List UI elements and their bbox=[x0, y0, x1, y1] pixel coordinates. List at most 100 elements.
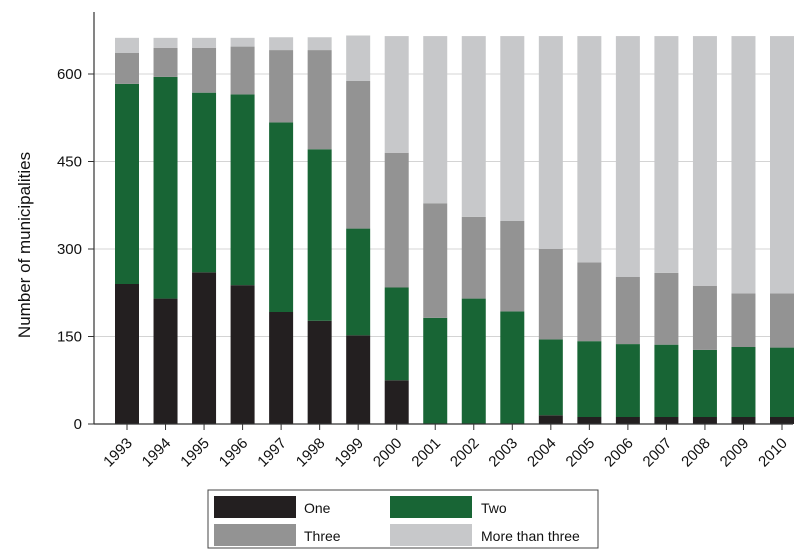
bar-segment-three bbox=[115, 53, 139, 84]
bar-segment-three bbox=[307, 50, 332, 150]
bar-stack-2001 bbox=[423, 36, 448, 424]
bar-stack-2009 bbox=[731, 36, 756, 424]
legend-label: One bbox=[304, 500, 331, 516]
bar-stack-2004 bbox=[538, 36, 563, 424]
x-tick-label: 1994 bbox=[139, 435, 175, 471]
bar-segment-one bbox=[346, 335, 371, 424]
bar-segment-two bbox=[692, 349, 717, 417]
bar-segment-three bbox=[423, 203, 448, 318]
bar-stack-2008 bbox=[692, 36, 717, 424]
legend: One Two Three More than three bbox=[207, 489, 599, 549]
bar-segment-three bbox=[192, 47, 217, 93]
bar-stack-2000 bbox=[384, 36, 409, 424]
bar-segment-one bbox=[654, 417, 679, 424]
legend-swatch bbox=[214, 496, 296, 518]
x-tick-label: 1998 bbox=[293, 435, 329, 471]
bar-stack-2003 bbox=[500, 36, 525, 424]
bar-segment-three bbox=[731, 293, 756, 347]
x-tick-label: 2003 bbox=[486, 435, 522, 471]
bar-segment-one bbox=[307, 320, 332, 424]
y-tick-label: 600 bbox=[57, 66, 82, 83]
x-tick-label: 2008 bbox=[678, 435, 714, 471]
bar-segment-two bbox=[230, 94, 255, 286]
bar-segment-two bbox=[731, 347, 756, 417]
y-tick-label: 0 bbox=[74, 416, 82, 433]
bar-segment-more-than-three bbox=[500, 36, 525, 222]
bar-segment-two bbox=[770, 347, 794, 417]
bar-segment-one bbox=[615, 417, 640, 424]
bar-stack-1997 bbox=[269, 37, 294, 424]
bar-segment-two bbox=[346, 228, 371, 336]
x-tick-label: 1993 bbox=[100, 435, 136, 471]
legend-swatch bbox=[390, 496, 472, 518]
bar-stack-2010 bbox=[770, 36, 794, 424]
x-tick-label: 2006 bbox=[601, 435, 637, 471]
bar-segment-three bbox=[654, 272, 679, 345]
legend-label: Two bbox=[481, 500, 507, 516]
bar-segment-two bbox=[115, 83, 139, 285]
bar-segment-one bbox=[731, 417, 756, 424]
x-tick-label: 1995 bbox=[177, 435, 213, 471]
bar-stack-1999 bbox=[346, 35, 371, 424]
bar-segment-two bbox=[423, 317, 448, 424]
bar-segment-two bbox=[192, 92, 217, 273]
legend-label: More than three bbox=[481, 528, 580, 544]
bar-segment-two bbox=[615, 344, 640, 417]
bar-segment-more-than-three bbox=[577, 36, 602, 263]
bar-stack-2002 bbox=[461, 36, 486, 424]
legend-label: Three bbox=[304, 528, 341, 544]
bar-segment-three bbox=[615, 277, 640, 345]
y-axis-title: Number of municipalities bbox=[15, 152, 34, 338]
bar-segment-more-than-three bbox=[654, 36, 679, 273]
bar-segment-one bbox=[230, 285, 255, 424]
bar-segment-more-than-three bbox=[115, 37, 139, 53]
bar-segment-more-than-three bbox=[692, 36, 717, 286]
bar-segment-more-than-three bbox=[230, 37, 255, 47]
bar-segment-more-than-three bbox=[307, 37, 332, 51]
bar-segment-two bbox=[153, 76, 178, 299]
bar-segment-two bbox=[269, 122, 294, 313]
bar-segment-one bbox=[770, 417, 794, 424]
bar-segment-three bbox=[770, 293, 794, 348]
bar-segment-more-than-three bbox=[731, 36, 756, 294]
x-tick-label: 2004 bbox=[524, 435, 560, 471]
bar-segment-three bbox=[346, 81, 371, 229]
x-tick-label: 2001 bbox=[408, 435, 444, 471]
bar-segment-one bbox=[192, 272, 217, 424]
x-tick-label: 1997 bbox=[254, 435, 290, 471]
bar-segment-more-than-three bbox=[423, 36, 448, 204]
bar-segment-two bbox=[500, 311, 525, 424]
bar-stack-1996 bbox=[230, 37, 255, 424]
bar-segment-more-than-three bbox=[153, 37, 178, 48]
x-tick-label: 2010 bbox=[755, 435, 791, 471]
bar-segment-one bbox=[384, 380, 409, 424]
bar-segment-three bbox=[577, 262, 602, 342]
bar-stack-2007 bbox=[654, 36, 679, 424]
bar-stack-1995 bbox=[192, 37, 217, 424]
bar-stack-1998 bbox=[307, 37, 332, 424]
bar-segment-three bbox=[461, 216, 486, 299]
x-tick-label: 2009 bbox=[717, 435, 753, 471]
bar-segment-one bbox=[538, 415, 563, 424]
x-tick-label: 2002 bbox=[447, 435, 483, 471]
x-tick-label: 2000 bbox=[370, 435, 406, 471]
bar-segment-one bbox=[692, 417, 717, 424]
bar-segment-more-than-three bbox=[538, 36, 563, 250]
bar-segment-more-than-three bbox=[770, 36, 794, 294]
bar-stack-2005 bbox=[577, 36, 602, 424]
bar-segment-two bbox=[384, 287, 409, 381]
bar-segment-one bbox=[153, 298, 178, 424]
bar-stack-1994 bbox=[153, 37, 178, 424]
y-tick-label: 150 bbox=[57, 329, 82, 346]
bar-segment-three bbox=[384, 152, 409, 288]
bar-segment-two bbox=[654, 344, 679, 417]
bar-segment-two bbox=[461, 298, 486, 424]
bars bbox=[115, 35, 794, 424]
x-tick-label: 2005 bbox=[563, 435, 599, 471]
bar-segment-three bbox=[269, 50, 294, 123]
bar-segment-more-than-three bbox=[346, 35, 371, 81]
bar-segment-more-than-three bbox=[269, 37, 294, 51]
x-tick-label: 1999 bbox=[331, 435, 367, 471]
x-tick-label: 1996 bbox=[216, 435, 252, 471]
